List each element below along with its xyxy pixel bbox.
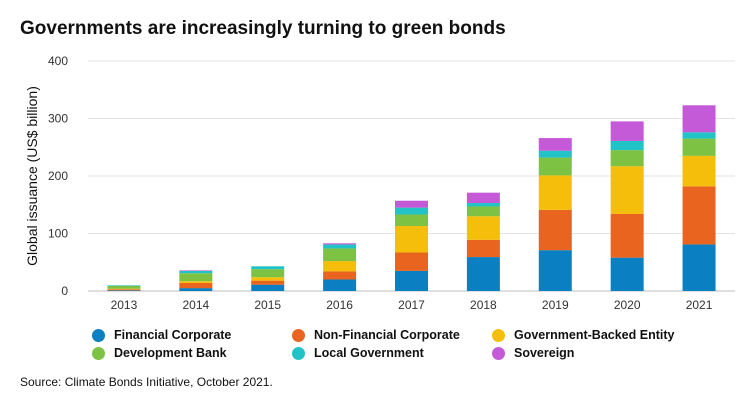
bar-segment — [323, 261, 357, 272]
bar-segment — [251, 284, 285, 291]
bar-segment — [538, 138, 572, 151]
bar-segment — [179, 288, 213, 291]
bar-segment — [323, 279, 357, 291]
bar-segment — [323, 271, 357, 280]
y-axis-title: Global issuance (US$ billion) — [24, 86, 40, 266]
legend-item: Sovereign — [492, 346, 574, 360]
bar-segment — [395, 270, 428, 291]
bar-segment — [538, 157, 572, 176]
bar-segment — [323, 244, 357, 249]
bar-segment — [107, 285, 141, 289]
bar-segment — [538, 250, 572, 291]
x-tick-label: 2021 — [686, 298, 713, 312]
bar-segment — [395, 214, 428, 227]
bar-stacks — [107, 105, 716, 291]
bar-segment — [107, 285, 141, 286]
bar-segment — [323, 243, 357, 245]
bar-segment — [107, 288, 141, 290]
bar-segment — [466, 239, 500, 258]
bar-segment — [610, 150, 644, 167]
y-tick-label: 300 — [48, 112, 68, 126]
bar-segment — [538, 175, 572, 210]
bar-segment — [682, 105, 716, 133]
legend-swatch — [292, 328, 305, 342]
x-tick-label: 2020 — [614, 298, 641, 312]
x-tick-label: 2013 — [111, 298, 138, 312]
bar-segment — [466, 216, 500, 240]
bar-segment — [179, 270, 213, 274]
axes: 0 100 200 300 400 2013 2014 2015 2016 2017 2018 201… — [48, 54, 713, 312]
legend-item: Development Bank — [92, 346, 227, 360]
x-tick-label: 2019 — [542, 298, 569, 312]
bar-segment — [538, 209, 572, 251]
chart-title: Governments are increasingly turning to … — [20, 18, 506, 39]
bar-segment — [682, 186, 716, 245]
bar-segment — [179, 273, 213, 282]
bar-segment — [251, 269, 285, 278]
bar-segment — [179, 282, 213, 289]
bar-segment — [682, 138, 716, 156]
bar-segment — [395, 226, 428, 253]
chart-plot: 0 100 200 300 400 2013 2014 2015 2016 2017 2018 201… — [24, 54, 735, 312]
bar-segment — [395, 200, 428, 208]
legend-swatch — [492, 346, 505, 360]
bar-segment — [251, 280, 285, 285]
bar-segment — [610, 166, 644, 214]
legend-swatch — [92, 328, 105, 342]
legend-label: Sovereign — [514, 346, 575, 360]
bar-segment — [682, 155, 716, 187]
bar-segment — [610, 121, 644, 141]
legend-swatch — [492, 328, 505, 342]
bar-segment — [610, 213, 644, 258]
bar-segment — [251, 277, 285, 281]
legend-item: Local Government — [292, 346, 424, 360]
legend-item: Financial Corporate — [92, 328, 231, 342]
bar-segment — [466, 206, 500, 217]
bar-segment — [538, 150, 572, 158]
bar-segment — [179, 270, 213, 271]
legend-item: Non-Financial Corporate — [292, 328, 460, 342]
bar-segment — [107, 289, 141, 291]
bar-segment — [466, 203, 500, 207]
legend-item: Government-Backed Entity — [492, 328, 674, 342]
bar-segment — [251, 266, 285, 270]
legend-swatch — [92, 346, 105, 360]
bar-segment — [610, 257, 644, 291]
x-tick-label: 2014 — [182, 298, 209, 312]
source-note: Source: Climate Bonds Initiative, Octobe… — [20, 375, 273, 389]
bar-segment — [610, 140, 644, 151]
y-tick-label: 200 — [48, 169, 68, 183]
bar-segment — [395, 207, 428, 215]
legend-label: Government-Backed Entity — [514, 328, 675, 342]
legend-label: Development Bank — [114, 346, 227, 360]
legend-label: Local Government — [314, 346, 424, 360]
legend-label: Non-Financial Corporate — [314, 328, 460, 342]
bar-segment — [682, 244, 716, 291]
x-tick-label: 2015 — [254, 298, 281, 312]
y-tick-label: 0 — [61, 284, 68, 298]
bar-segment — [466, 257, 500, 291]
legend-swatch — [292, 346, 305, 360]
x-tick-label: 2017 — [398, 298, 425, 312]
y-tick-label: 400 — [48, 54, 68, 68]
x-tick-label: 2018 — [470, 298, 497, 312]
y-tick-label: 100 — [48, 227, 68, 241]
bar-segment — [395, 252, 428, 271]
bar-segment — [466, 192, 500, 204]
bar-segment — [323, 248, 357, 262]
legend-label: Financial Corporate — [114, 328, 232, 342]
bar-segment — [107, 290, 141, 291]
x-tick-label: 2016 — [326, 298, 353, 312]
bar-segment — [682, 132, 716, 139]
bar-segment — [179, 281, 213, 283]
